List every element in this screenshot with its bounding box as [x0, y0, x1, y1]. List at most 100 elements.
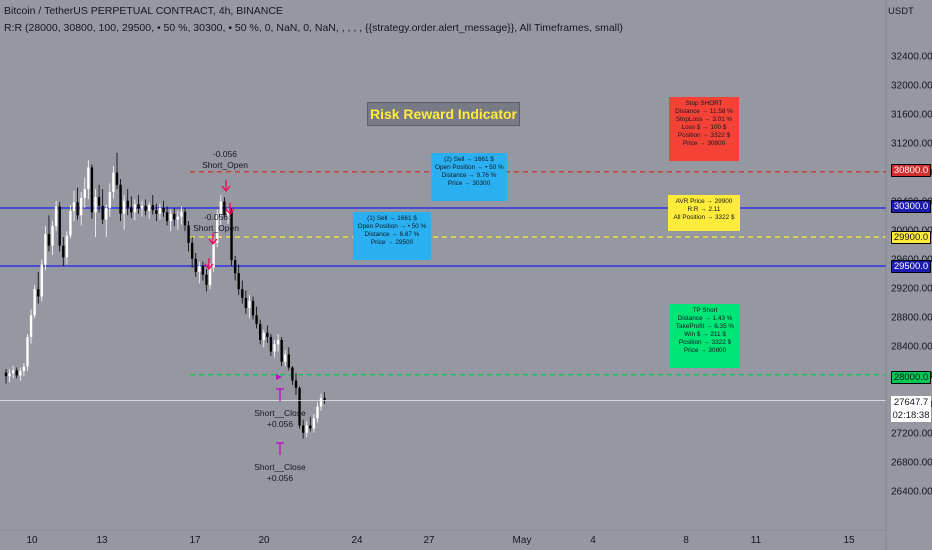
candle	[44, 226, 47, 271]
candle-body	[44, 234, 47, 265]
candle	[158, 203, 162, 220]
candle	[262, 329, 265, 348]
candle-body	[87, 167, 90, 190]
candle-body	[79, 197, 83, 216]
candle	[173, 208, 176, 227]
candle-body	[97, 197, 101, 206]
short-open-arrow	[208, 233, 218, 246]
candle-body	[255, 315, 258, 324]
candle-body	[223, 201, 226, 216]
take-profit-box: TP Short Distance → 1.43 % TakeProfit → 6.…	[670, 304, 740, 368]
candle-body	[155, 210, 158, 214]
candle-body	[269, 337, 273, 352]
candle-body	[298, 387, 301, 426]
candle-body	[11, 370, 15, 374]
candle-body	[226, 210, 230, 216]
candle-body	[47, 234, 51, 246]
y-tick-label: 26800.00	[891, 457, 932, 468]
indicator-title-box: Risk Reward Indicator	[367, 102, 520, 126]
box-line: Loss $ → 100 $	[681, 124, 727, 131]
candle-body	[54, 206, 58, 227]
candle	[287, 347, 291, 371]
candle-body	[72, 202, 76, 211]
candle	[94, 189, 97, 237]
event-line: +0.056	[266, 473, 294, 483]
candle	[11, 366, 15, 379]
x-tick-label: 11	[751, 535, 762, 546]
short-open-arrow	[221, 180, 231, 193]
candle	[83, 177, 86, 208]
x-tick-label: 15	[843, 535, 855, 546]
candle	[79, 192, 83, 226]
candle-body	[237, 273, 240, 290]
candle	[180, 206, 183, 225]
candle	[176, 210, 180, 230]
candle-body	[251, 300, 255, 316]
candle	[140, 200, 144, 217]
candle	[316, 402, 319, 423]
candle	[51, 221, 54, 256]
short-close-marker	[276, 442, 284, 455]
short-open-arrow	[204, 258, 214, 271]
candle-body	[101, 205, 104, 220]
candle	[29, 309, 33, 344]
short-close-label: Short__Close +0.056	[250, 462, 310, 484]
candle	[294, 373, 298, 396]
short-close-label: Short__Close +0.056	[250, 408, 310, 430]
candle-body	[305, 425, 308, 433]
candle-body	[244, 297, 248, 309]
candle	[72, 190, 76, 222]
candle	[165, 206, 169, 226]
candle	[301, 419, 305, 439]
candle	[255, 306, 258, 329]
candle	[280, 337, 283, 367]
candle-body	[165, 212, 169, 222]
box-line: R:R → 2.11	[687, 206, 721, 213]
candle	[190, 237, 194, 268]
candle	[22, 363, 26, 377]
level-lines	[0, 171, 886, 376]
symbol-title: Bitcoin / TetherUS PERPETUAL CONTRACT, 4…	[4, 5, 283, 17]
event-line: -0.056	[212, 149, 238, 159]
candle-body	[291, 367, 294, 381]
box-line: TakeProfit → 6.35 %	[675, 323, 735, 330]
x-tick-label: 17	[189, 535, 201, 546]
candle-body	[219, 201, 222, 214]
box-line: Open Position → • 50 %	[357, 223, 427, 230]
candle-body	[15, 370, 18, 376]
candle	[305, 421, 308, 438]
candle	[69, 205, 72, 239]
candle	[233, 255, 237, 281]
y-tick-label: 26400.00	[891, 486, 932, 497]
candle-body	[112, 172, 115, 193]
candle-body	[19, 371, 22, 376]
y-axis-unit: USDT	[888, 6, 914, 17]
x-tick-label: 4	[590, 535, 596, 546]
box-line: Price → 29500	[370, 239, 414, 246]
short-close-marker	[276, 388, 284, 401]
candle-body	[183, 211, 187, 226]
candle-body	[280, 339, 283, 362]
candle-body	[176, 216, 180, 220]
box-line: Win $ → 211 $	[684, 331, 726, 338]
candle-body	[301, 425, 305, 433]
candle	[119, 179, 122, 222]
candle-body	[266, 332, 269, 338]
box-line: TP Short	[692, 307, 718, 314]
candle	[126, 189, 129, 216]
candle-body	[205, 274, 208, 285]
candle	[276, 334, 280, 352]
candle-body	[284, 354, 287, 362]
candle-body	[58, 206, 61, 246]
candle	[241, 280, 244, 304]
candle	[183, 208, 187, 232]
candles	[4, 152, 326, 439]
y-tick-label: 32400.00	[891, 51, 932, 62]
candle-body	[169, 213, 172, 222]
x-tick-label: 13	[96, 535, 108, 546]
y-tick-label: 28400.00	[891, 341, 932, 352]
candle-body	[208, 267, 212, 285]
candle	[105, 204, 108, 237]
candle	[8, 368, 11, 382]
